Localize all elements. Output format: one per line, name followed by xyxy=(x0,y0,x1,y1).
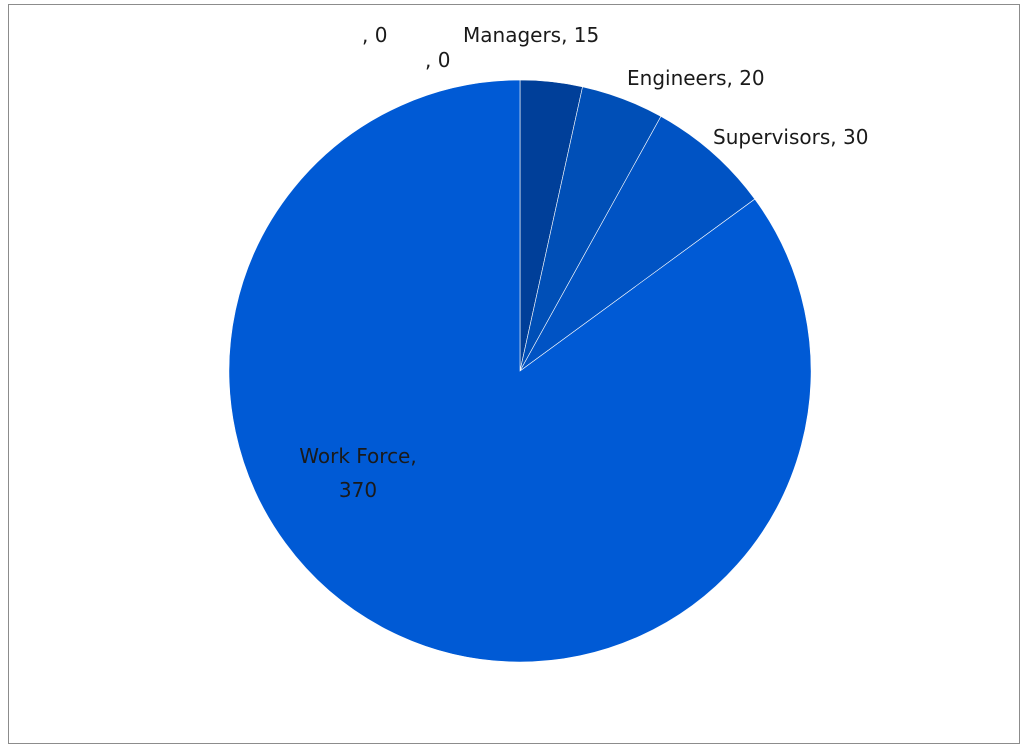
pie-slices xyxy=(228,79,812,663)
data-label-workforce-line1: Work Force, xyxy=(299,444,416,468)
data-label-zero-2: , 0 xyxy=(425,48,450,72)
data-label-zero-1: , 0 xyxy=(362,23,387,47)
pie-slice-supervisors xyxy=(519,115,756,372)
data-label-engineers: Engineers, 20 xyxy=(627,66,765,90)
data-label-workforce-line2: 370 xyxy=(339,478,377,502)
pie-slice-work-force xyxy=(228,79,812,663)
data-labels: , 0 , 0 Managers, 15 Engineers, 20 Super… xyxy=(299,23,868,502)
data-label-managers: Managers, 15 xyxy=(463,23,599,47)
data-label-supervisors: Supervisors, 30 xyxy=(713,125,868,149)
